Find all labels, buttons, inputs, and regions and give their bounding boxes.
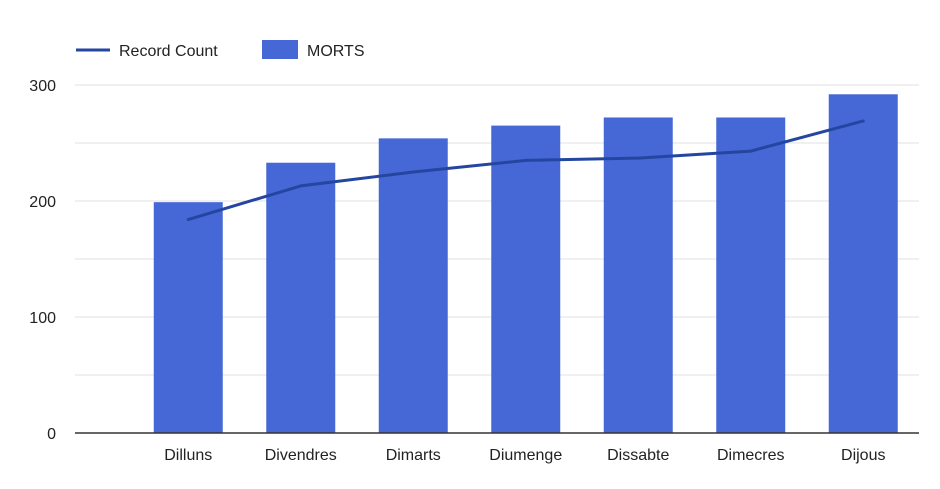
bar [378,138,448,434]
x-tick-label: Dimarts [386,447,441,464]
x-tick-label: Diumenge [489,447,562,464]
line-point [524,158,528,162]
line-point [636,156,640,160]
legend-bar-swatch [262,40,298,59]
axes: 0 100 200 300 Dilluns Divendres Dimarts Diumeng… [29,78,919,464]
x-tick-label: Dimecres [717,447,785,464]
bar [491,125,561,433]
legend-label-morts: MORTS [307,43,364,60]
x-tick-label: Dilluns [164,447,212,464]
line-point [299,184,303,188]
bars [153,94,898,434]
x-tick-label: Dissabte [607,447,669,464]
bar [153,202,223,433]
bar [603,117,673,433]
y-tick-label: 300 [29,78,56,95]
line-point [411,170,415,174]
x-tick-label: Divendres [265,447,337,464]
line-point [186,218,190,222]
y-tick-label: 200 [29,194,56,211]
legend: Record Count MORTS [76,40,364,60]
x-tick-label: Dijous [841,447,885,464]
line-point [861,119,865,123]
bar [266,162,336,433]
y-tick-label: 100 [29,310,56,327]
y-tick-label: 0 [47,426,56,443]
legend-label-record-count: Record Count [119,43,218,60]
bar [716,117,786,433]
line-series [186,119,865,222]
line-point [749,149,753,153]
bar [828,94,898,433]
